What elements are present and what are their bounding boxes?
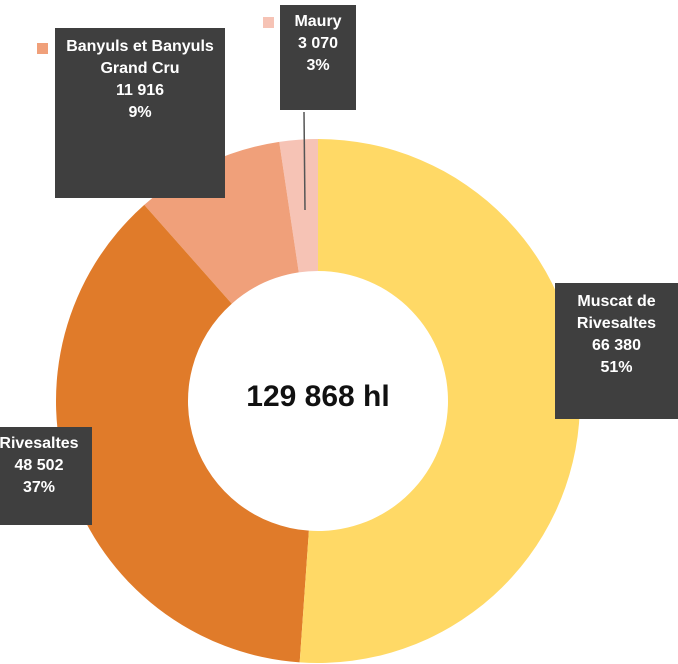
data-label: Rivesaltes 48 502 37% xyxy=(0,427,92,525)
data-label: Banyuls et Banyuls Grand Cru 11 916 9% xyxy=(55,28,225,198)
label-value: 66 380 xyxy=(592,337,641,354)
label-name: Muscat de Rivesaltes xyxy=(576,293,657,332)
slice xyxy=(279,139,318,273)
legend-swatch xyxy=(37,43,48,54)
data-label: Muscat de Rivesaltes 66 380 51% xyxy=(555,283,678,419)
label-percent: 3% xyxy=(306,57,330,74)
slice xyxy=(299,139,580,663)
data-label: Maury 3 070 3% xyxy=(280,5,356,110)
label-percent: 51% xyxy=(600,359,633,376)
label-percent: 37% xyxy=(22,479,56,496)
label-name: Rivesaltes xyxy=(0,435,79,452)
label-value: 11 916 xyxy=(115,82,165,99)
label-name: Maury xyxy=(294,13,342,30)
legend-swatch xyxy=(263,17,274,28)
leader-line xyxy=(303,111,306,211)
label-name: Banyuls et Banyuls Grand Cru xyxy=(66,38,214,77)
slice xyxy=(55,204,309,663)
center-label: 129 868 hl xyxy=(246,380,390,413)
label-percent: 9% xyxy=(128,104,152,121)
label-value: 3 070 xyxy=(297,35,339,52)
label-value: 48 502 xyxy=(14,457,64,474)
